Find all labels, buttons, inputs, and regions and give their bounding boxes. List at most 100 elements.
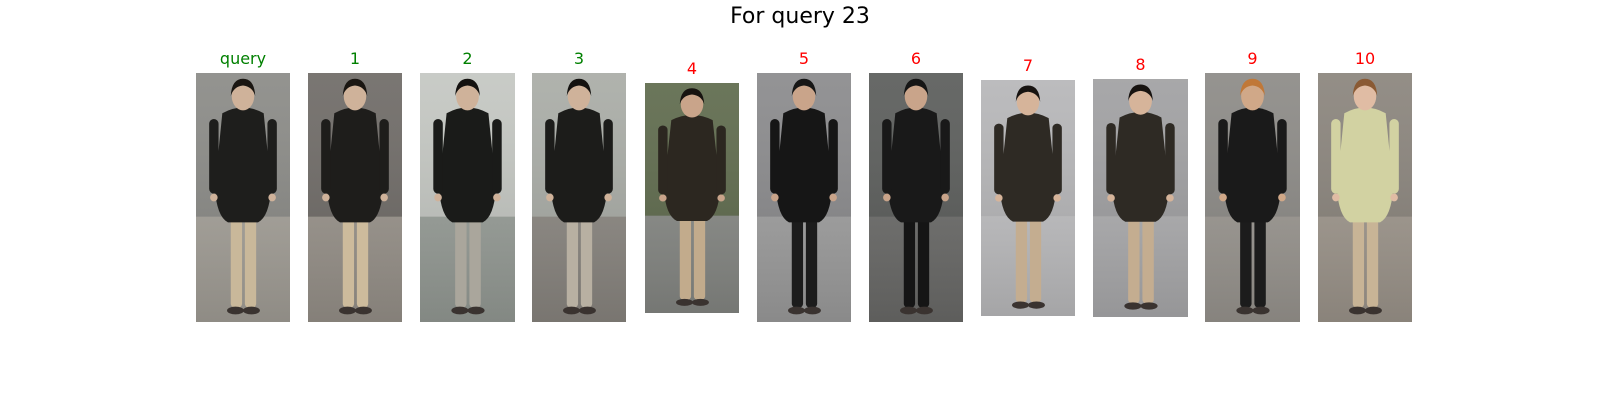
right-leg	[469, 216, 481, 308]
torso	[326, 107, 384, 223]
rank-label: 4	[686, 59, 698, 78]
rank-label: 3	[573, 49, 585, 68]
query-label: query	[219, 49, 267, 68]
person-image	[420, 73, 515, 322]
person-image-drawing	[1205, 73, 1300, 322]
hair	[1240, 78, 1265, 96]
person-image	[196, 73, 290, 322]
left-leg	[566, 216, 579, 308]
left-leg	[342, 216, 355, 308]
result-panel-8: 8	[1093, 0, 1188, 400]
left-shoe	[339, 306, 356, 315]
left-arm	[658, 125, 668, 195]
right-leg	[244, 216, 257, 308]
hair	[455, 78, 480, 96]
result-panel-5: 5	[757, 0, 851, 400]
result-panel-9: 9	[1205, 0, 1300, 400]
right-hand	[1390, 193, 1398, 202]
head	[792, 81, 816, 111]
torso	[1336, 107, 1394, 223]
person-image	[1318, 73, 1412, 322]
left-shoe	[788, 306, 805, 315]
right-arm	[603, 118, 613, 194]
right-shoe	[692, 298, 709, 306]
rank-label: 6	[910, 49, 922, 68]
head	[231, 81, 255, 111]
right-arm	[940, 118, 950, 194]
head	[1353, 81, 1377, 111]
rank-label: 1	[349, 49, 361, 68]
torso	[550, 107, 608, 223]
person-image	[1093, 79, 1188, 317]
person-image-drawing	[308, 73, 402, 322]
left-arm	[994, 123, 1004, 195]
person-image-drawing	[1318, 73, 1412, 322]
person-image	[532, 73, 626, 322]
left-hand	[322, 193, 330, 202]
person-image-drawing	[645, 83, 739, 313]
right-hand	[1166, 194, 1174, 202]
hair	[791, 78, 817, 96]
rank-label: 7	[1022, 56, 1034, 75]
right-shoe	[1365, 306, 1382, 315]
right-hand	[1053, 194, 1061, 202]
hair	[679, 88, 705, 105]
right-arm	[1389, 118, 1399, 194]
left-arm	[209, 118, 219, 194]
hair	[1128, 84, 1153, 101]
left-shoe	[451, 306, 469, 315]
torso	[1224, 107, 1281, 223]
hair	[1352, 78, 1378, 96]
left-hand	[1107, 194, 1115, 202]
left-shoe	[900, 306, 917, 315]
hair	[1015, 85, 1041, 102]
person-image	[1205, 73, 1300, 322]
right-shoe	[1140, 302, 1158, 310]
left-hand	[1332, 193, 1340, 202]
result-panel-4: 4	[645, 0, 739, 400]
left-leg	[1128, 216, 1140, 304]
torso	[214, 107, 272, 223]
head	[343, 81, 367, 111]
left-leg	[1352, 216, 1365, 308]
right-arm	[1052, 123, 1062, 195]
right-arm	[1277, 118, 1287, 194]
hair	[230, 78, 256, 96]
left-shoe	[1349, 306, 1366, 315]
right-leg	[805, 216, 818, 308]
person-image-drawing	[981, 80, 1075, 316]
right-arm	[492, 118, 502, 194]
left-shoe	[676, 298, 693, 306]
right-leg	[693, 215, 706, 300]
person-image	[981, 80, 1075, 316]
left-shoe	[1012, 301, 1029, 309]
person-image	[869, 73, 963, 322]
left-hand	[210, 193, 218, 202]
right-shoe	[579, 306, 596, 315]
left-leg	[455, 216, 467, 308]
head	[904, 81, 928, 111]
torso	[775, 107, 833, 223]
head	[456, 81, 479, 111]
result-panel-6: 6	[869, 0, 963, 400]
torso	[999, 112, 1057, 222]
right-hand	[1278, 193, 1286, 202]
left-hand	[1219, 193, 1227, 202]
left-arm	[1331, 118, 1341, 194]
right-arm	[716, 125, 726, 195]
right-shoe	[804, 306, 821, 315]
right-leg	[1366, 216, 1379, 308]
right-leg	[356, 216, 369, 308]
result-panel-7: 7	[981, 0, 1075, 400]
rank-label: 10	[1354, 49, 1376, 68]
right-leg	[917, 216, 930, 308]
right-hand	[268, 193, 276, 202]
left-shoe	[1124, 302, 1142, 310]
right-leg	[580, 216, 593, 308]
right-arm	[267, 118, 277, 194]
person-image-drawing	[532, 73, 626, 322]
right-shoe	[1252, 306, 1270, 315]
hair	[903, 78, 929, 96]
person-image-drawing	[757, 73, 851, 322]
left-leg	[679, 215, 692, 300]
